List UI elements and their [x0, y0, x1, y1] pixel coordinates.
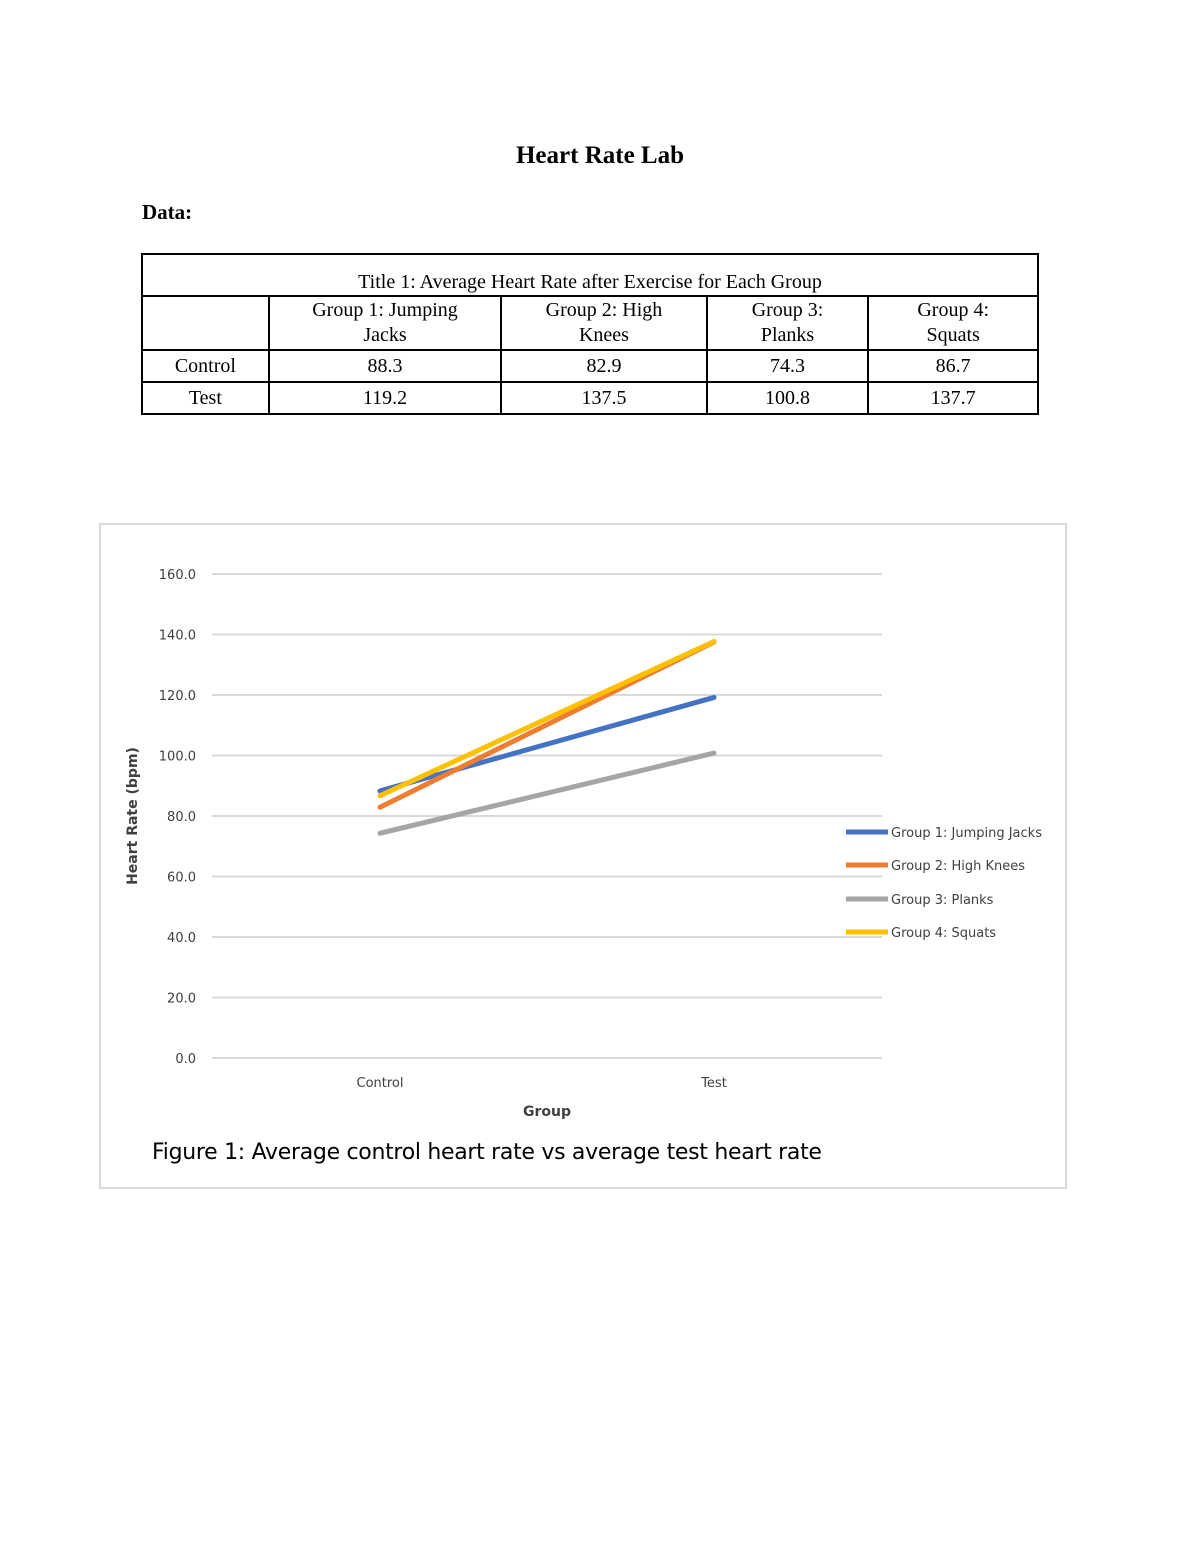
header-cell: Group 4: Squats	[867, 295, 1039, 351]
document-title: Heart Rate Lab	[515, 142, 685, 169]
y-tick-label: 80.0	[167, 810, 196, 825]
y-tick-label: 120.0	[159, 689, 196, 704]
y-tick-label: 20.0	[167, 992, 196, 1007]
legend-label: Group 3: Planks	[891, 893, 994, 908]
row-label: Test	[141, 381, 270, 415]
table-cell: 74.3	[705, 349, 870, 383]
series-line	[377, 638, 717, 799]
table-cell: 100.8	[705, 381, 870, 415]
table-title: Title 1: Average Heart Rate after Exerci…	[141, 253, 1039, 297]
series-line	[377, 750, 717, 836]
header-cell: Group 1: Jumping Jacks	[267, 295, 503, 351]
header-cell: Group 2: High Knees	[500, 295, 708, 351]
table-cell: 88.3	[267, 349, 503, 383]
x-axis-title: Group	[523, 1104, 571, 1120]
table-cell: 82.9	[500, 349, 708, 383]
y-tick-label: 160.0	[159, 568, 196, 583]
table-title-row: Title 1: Average Heart Rate after Exerci…	[141, 253, 1039, 297]
table-header-row: Group 1: Jumping Jacks Group 2: High Knees…	[141, 295, 1039, 351]
series-line	[377, 694, 717, 794]
data-section-label: Data:	[142, 200, 193, 224]
table-cell: 137.7	[867, 381, 1039, 415]
line-chart: 0.0 20.0 40.0 60.0 80.0 100.0 120.0 140.0 160.0 C…	[125, 568, 1042, 1120]
x-tick-label: Test	[700, 1076, 727, 1091]
y-tick-label: 0.0	[175, 1052, 196, 1067]
table-row: Test 119.2 137.5 100.8 137.7	[141, 381, 1039, 415]
header-cell-empty	[141, 295, 270, 351]
table-cell: 119.2	[267, 381, 503, 415]
y-tick-label: 40.0	[167, 931, 196, 946]
x-tick-label: Control	[357, 1076, 404, 1091]
figure-caption: Figure 1: Average control heart rate vs …	[152, 1140, 822, 1165]
y-tick-label: 100.0	[159, 750, 196, 765]
y-tick-label: 60.0	[167, 871, 196, 886]
header-cell: Group 3: Planks	[705, 295, 870, 351]
heart-rate-table: Title 1: Average Heart Rate after Exerci…	[141, 253, 1039, 415]
legend-label: Group 2: High Knees	[891, 859, 1025, 874]
table-row: Control 88.3 82.9 74.3 86.7	[141, 349, 1039, 383]
row-label: Control	[141, 349, 270, 383]
table-cell: 86.7	[867, 349, 1039, 383]
y-axis-title: Heart Rate (bpm)	[125, 747, 141, 885]
y-tick-label: 140.0	[159, 629, 196, 644]
table-cell: 137.5	[500, 381, 708, 415]
legend-label: Group 1: Jumping Jacks	[891, 826, 1042, 841]
legend-label: Group 4: Squats	[891, 926, 996, 941]
